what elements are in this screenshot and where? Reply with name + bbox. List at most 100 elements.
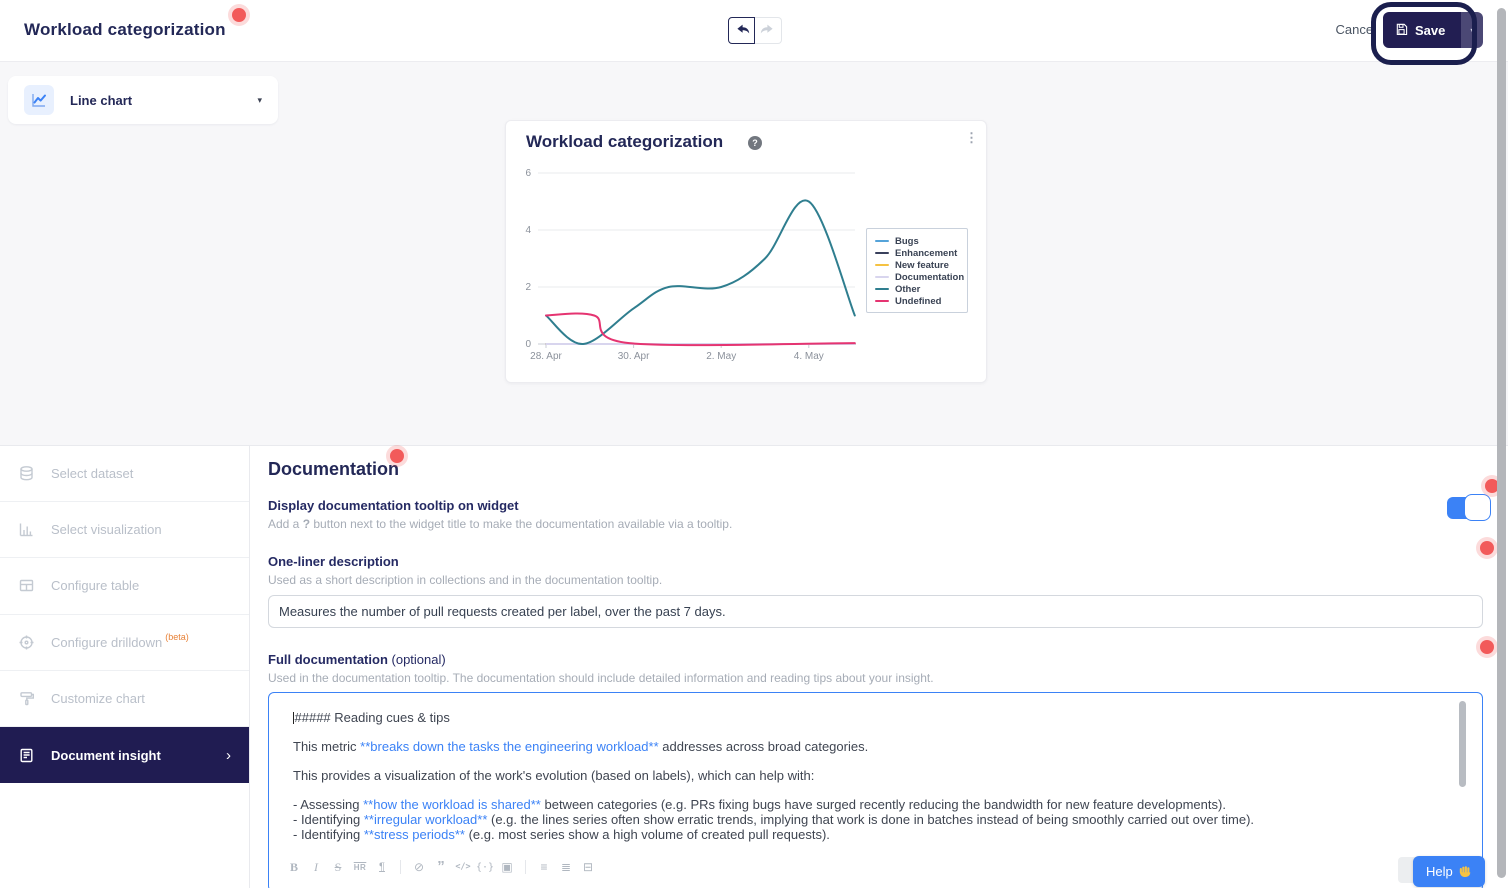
link-icon[interactable]: ⊘ [413,860,425,874]
svg-text:6: 6 [525,168,531,179]
legend-label: Bugs [895,235,919,247]
svg-text:2. May: 2. May [706,351,736,362]
text-segment: - Identifying [293,827,364,842]
help-text-bold: ? [302,517,311,531]
heading-icon[interactable]: ¶ [379,861,385,873]
wave-hand-icon [1459,864,1472,880]
sidebar-item-label: Configure table [51,578,140,594]
bold-icon[interactable]: B [289,859,298,874]
svg-text:2: 2 [525,282,531,293]
workload-line-chart: 0 2 4 6 28. Apr 30. Apr 2. May 4. May [525,168,856,362]
legend-color-dash [875,239,889,243]
line-chart-icon [24,85,54,115]
save-split-button: Save ▾ [1383,12,1484,48]
full-doc-help: Used in the documentation tooltip. The d… [268,671,934,685]
chart-type-dropdown[interactable]: Line chart ▾ [8,76,278,124]
sidebar-item-configure-table[interactable]: Configure table [0,558,249,615]
task-list-icon[interactable]: ⊟ [583,860,594,874]
paint-roller-icon [18,690,35,707]
legend-item: Undefined [875,295,959,307]
documentation-tooltip-toggle[interactable] [1447,494,1491,522]
md-bold-segment: **stress periods** [363,827,465,842]
bullet-list-icon[interactable]: ≡ [540,860,548,874]
toggle-knob [1464,494,1491,521]
one-liner-label: One-liner description [268,554,399,569]
table-icon [18,577,35,594]
strikethrough-icon[interactable]: S [334,859,342,874]
label-text: Full documentation [268,652,388,667]
doc-paragraph: - Assessing **how the workload is shared… [293,797,1442,813]
md-bold-segment: **breaks down the tasks the engineering … [360,739,659,754]
legend-label: New feature [895,259,949,271]
annotation-dot [390,449,404,463]
undo-redo-group [728,17,782,44]
annotation-dot [232,8,246,22]
optional-tag: (optional) [391,652,446,667]
legend-label: Enhancement [895,247,958,259]
annotation-dot [1480,541,1494,555]
text-segment: This metric [293,739,361,754]
sidebar-item-select-dataset[interactable]: Select dataset [0,446,249,503]
text-segment: (e.g. the lines series often show errati… [487,812,1255,827]
kebab-menu-icon[interactable]: ⋮ [965,130,978,145]
annotation-dot [1485,479,1499,493]
text-segment: (e.g. most series show a high volume of … [464,827,830,842]
annotation-dot [1480,640,1494,654]
redo-icon [760,21,776,40]
numbered-list-icon[interactable]: ≣ [561,860,572,874]
sidebar-item-select-visualization[interactable]: Select visualization [0,502,249,559]
sidebar-item-label: Select visualization [51,522,162,538]
legend-label: Documentation [895,271,965,283]
full-doc-editor-content[interactable]: ##### Reading cues & tips This metric **b… [293,710,1442,843]
divider [0,445,1508,446]
legend-color-dash [875,275,889,279]
italic-icon[interactable]: I [314,859,318,874]
code-block-icon[interactable]: {·} [476,861,495,873]
tooltip-toggle-label: Display documentation tooltip on widget [268,498,519,513]
full-doc-editor[interactable]: ##### Reading cues & tips This metric **b… [268,692,1483,888]
sidebar-item-configure-drilldown[interactable]: Configure drilldown (beta) [0,615,249,671]
legend-color-dash [875,287,889,291]
chevron-down-icon: ▾ [257,94,262,105]
save-menu-caret-button[interactable]: ▾ [1461,12,1484,48]
help-button-label: Help [1426,864,1453,879]
horizontal-rule-icon[interactable]: HR [353,862,367,872]
redo-button[interactable] [755,17,782,44]
doc-paragraph: - Identifying **irregular workload** (e.… [293,812,1442,828]
legend-item: Documentation [875,271,964,283]
help-button[interactable]: Help [1413,856,1485,887]
svg-text:30. Apr: 30. Apr [618,351,650,362]
legend-color-dash [875,299,889,303]
document-icon [18,747,35,764]
svg-text:4: 4 [525,225,531,236]
help-tooltip-icon[interactable]: ? [748,136,762,150]
md-bold-segment: **irregular workload** [363,812,488,827]
undo-button[interactable] [728,17,755,44]
legend-color-dash [875,251,889,255]
cancel-button[interactable]: Cancel [1335,22,1376,37]
quote-icon[interactable]: ” [437,858,445,875]
one-liner-help: Used as a short description in collectio… [268,573,663,587]
page-scrollbar-thumb[interactable] [1497,8,1506,878]
save-button[interactable]: Save [1383,12,1462,48]
target-icon [18,634,35,651]
page-scrollbar [1495,0,1508,888]
preview-area: Line chart ▾ Workload categorization ? ⋮… [0,62,1508,445]
inline-code-icon[interactable]: </> [455,862,471,872]
sidebar-item-document-insight[interactable]: Document insight › [0,726,249,784]
documentation-panel: Documentation Display documentation tool… [251,446,1508,888]
help-text: button next to the widget title to make … [310,517,733,531]
editor-scrollbar[interactable] [1459,701,1466,787]
image-icon[interactable]: ▣ [501,860,513,874]
doc-paragraph: - Identifying **stress periods** (e.g. m… [293,827,1442,843]
one-liner-input[interactable] [268,595,1483,628]
text-segment: addresses across broad categories. [658,739,869,754]
page-title: Workload categorization [24,20,226,39]
chart-type-label: Line chart [70,92,133,108]
editor-steps-sidebar: Select dataset Select visualization Conf… [0,446,250,888]
toolbar-divider [400,860,401,874]
legend-item: Enhancement [875,247,959,259]
sidebar-item-customize-chart[interactable]: Customize chart [0,671,249,727]
sidebar-item-label: Configure drilldown [51,634,163,650]
